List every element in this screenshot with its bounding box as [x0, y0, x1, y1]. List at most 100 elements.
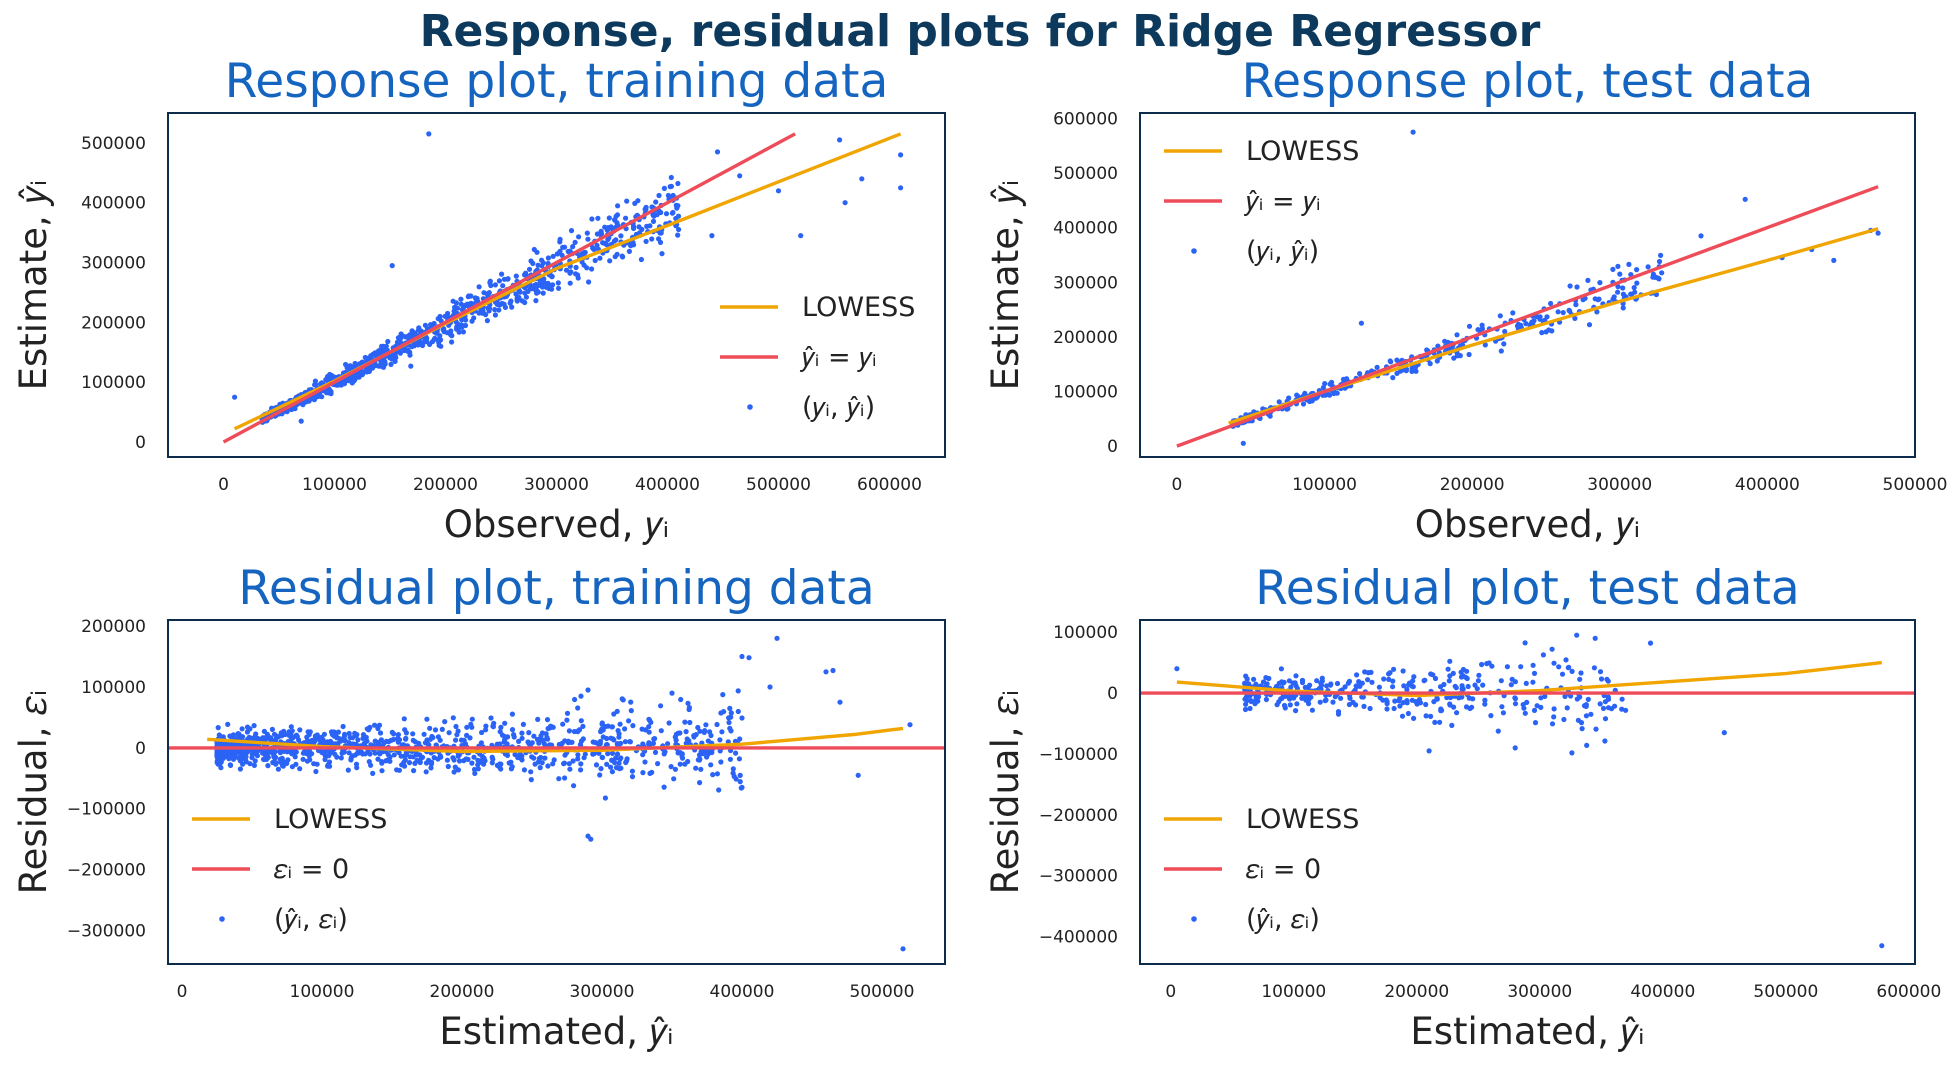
data-point	[1335, 709, 1342, 715]
y-tick-label: 0	[1107, 437, 1118, 457]
data-point	[289, 728, 295, 734]
data-point	[609, 769, 616, 775]
data-point	[391, 752, 397, 758]
data-point	[1559, 671, 1566, 677]
data-point	[568, 269, 574, 275]
data-point	[1279, 679, 1285, 685]
data-point	[629, 768, 636, 774]
data-point	[1831, 257, 1837, 263]
data-point	[1556, 664, 1562, 670]
data-point	[1595, 297, 1601, 303]
data-point	[1512, 695, 1518, 701]
data-point	[1591, 665, 1597, 671]
panel-title: Response plot, training data	[225, 54, 889, 109]
data-point	[566, 761, 572, 767]
x-tick-label: 600000	[857, 475, 922, 495]
data-point	[509, 764, 515, 770]
data-point	[1531, 707, 1538, 714]
data-point	[588, 836, 594, 842]
data-point	[439, 726, 445, 733]
data-point	[605, 237, 611, 243]
data-point	[1549, 646, 1555, 652]
data-point	[1357, 371, 1363, 377]
data-point	[1531, 670, 1538, 677]
data-point	[616, 760, 622, 766]
data-point	[1293, 683, 1299, 689]
data-point	[412, 760, 418, 767]
data-point	[1391, 705, 1397, 712]
x-tick-label: 0	[177, 982, 188, 1002]
data-point	[273, 761, 279, 767]
data-point	[1377, 695, 1383, 701]
data-point	[1539, 330, 1545, 336]
data-point	[585, 687, 591, 693]
data-point	[1454, 332, 1460, 338]
data-point	[572, 239, 578, 245]
data-point	[226, 756, 232, 762]
data-point	[523, 270, 529, 276]
legend-label: (𝑦ᵢ, 𝑦̂ᵢ)	[802, 392, 875, 423]
data-point	[656, 192, 662, 199]
data-point	[469, 760, 475, 766]
data-point	[240, 761, 246, 767]
data-point	[1615, 289, 1621, 295]
data-point	[513, 291, 519, 297]
data-point	[253, 731, 259, 737]
data-point	[332, 751, 338, 757]
data-point	[1634, 280, 1640, 286]
data-point	[615, 728, 621, 734]
data-point	[1524, 699, 1530, 706]
data-point	[1619, 706, 1625, 712]
data-point	[606, 215, 612, 221]
data-point	[509, 304, 515, 310]
panel-response-test: Response plot, test data Observed, 𝑦ᵢ Esti…	[984, 54, 1947, 546]
data-point	[419, 342, 426, 349]
data-point	[300, 756, 306, 762]
x-tick-label: 100000	[1261, 982, 1326, 1002]
data-point	[737, 772, 743, 779]
data-point	[446, 730, 452, 736]
data-point	[668, 174, 674, 181]
data-point	[1561, 716, 1567, 723]
data-point	[1523, 321, 1529, 327]
data-point	[549, 274, 555, 280]
data-point	[218, 759, 224, 765]
data-point	[1592, 635, 1598, 641]
data-point	[401, 716, 407, 722]
data-point	[1573, 302, 1579, 308]
data-point	[269, 726, 275, 733]
data-point	[322, 756, 328, 763]
y-axis-label: Residual, 𝜀ᵢ	[12, 690, 55, 895]
data-point	[454, 732, 460, 738]
plot-area	[1140, 632, 1915, 949]
data-point	[1399, 713, 1406, 719]
data-point	[1394, 357, 1400, 363]
data-point	[484, 318, 490, 324]
data-point	[697, 780, 703, 786]
data-point	[642, 759, 648, 765]
y-tick-label: 100000	[1053, 382, 1118, 402]
data-point	[383, 738, 389, 745]
data-point	[602, 224, 608, 230]
data-point	[399, 762, 405, 768]
data-point	[629, 774, 636, 780]
data-point	[665, 741, 671, 747]
data-point	[710, 772, 716, 778]
data-point	[1615, 263, 1621, 269]
data-point	[362, 734, 368, 741]
data-point	[1306, 701, 1312, 707]
data-point	[614, 741, 620, 747]
data-point	[589, 216, 595, 222]
data-point	[497, 729, 503, 735]
y-tick-label: 100000	[1053, 623, 1118, 643]
data-point	[500, 283, 506, 289]
data-point	[1338, 695, 1344, 701]
legend-marker	[747, 404, 753, 410]
data-point	[537, 737, 544, 743]
data-point	[599, 754, 605, 761]
data-point	[614, 751, 621, 757]
data-point	[539, 284, 546, 290]
data-point	[1578, 670, 1584, 676]
y-tick-label: 600000	[1053, 109, 1118, 129]
data-point	[1392, 698, 1398, 704]
